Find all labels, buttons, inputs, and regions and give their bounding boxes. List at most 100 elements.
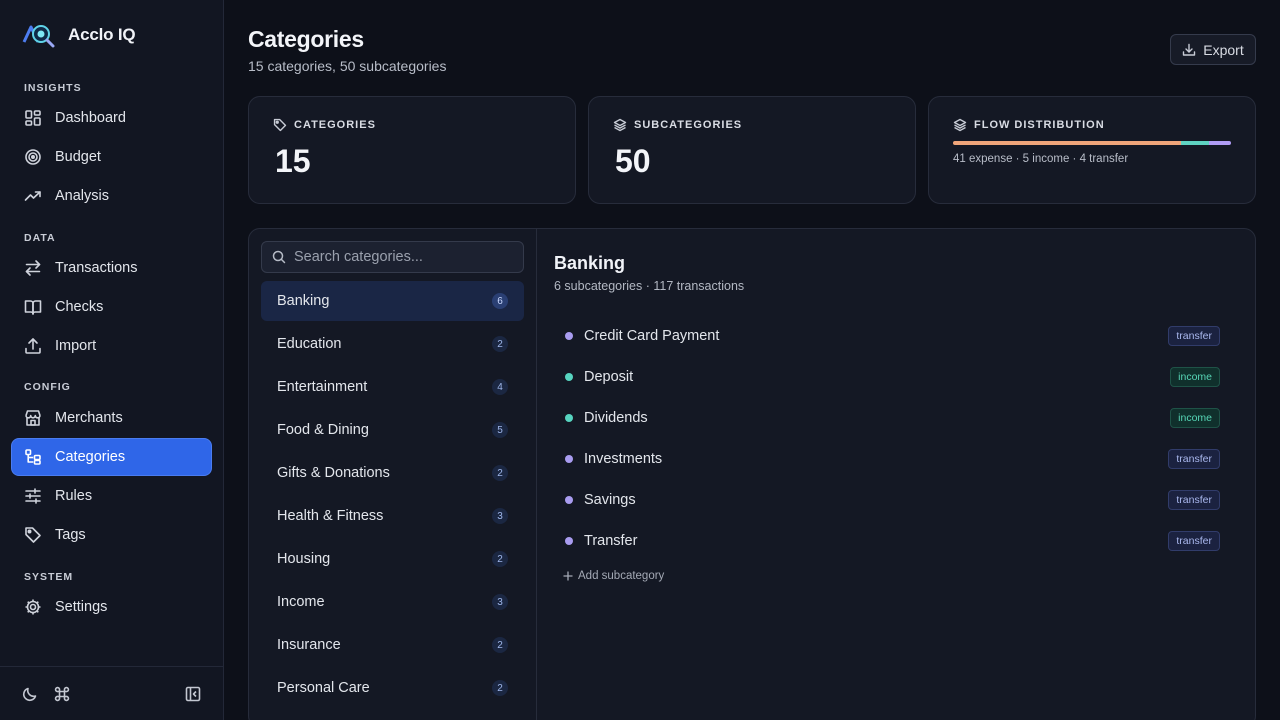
category-item-housing[interactable]: Housing 2 xyxy=(261,539,524,579)
layers-icon xyxy=(613,118,627,132)
sidebar-item-label: Dashboard xyxy=(55,110,126,126)
income-dot xyxy=(565,414,573,422)
plus-icon xyxy=(563,571,573,581)
stat-card-categories: CATEGORIES 15 xyxy=(248,96,576,204)
tag-icon xyxy=(24,526,42,544)
category-item-banking[interactable]: Banking 6 xyxy=(261,281,524,321)
flow-segment-expense xyxy=(953,141,1181,145)
sidebar-item-merchants[interactable]: Merchants xyxy=(12,400,211,436)
export-label: Export xyxy=(1203,41,1244,58)
sidebar-item-label: Merchants xyxy=(55,410,123,426)
category-name: Banking xyxy=(277,293,330,309)
category-count-badge: 2 xyxy=(492,551,508,567)
type-badge: transfer xyxy=(1168,531,1220,551)
sidebar-item-rules[interactable]: Rules xyxy=(12,478,211,514)
export-button[interactable]: Export xyxy=(1170,34,1256,65)
category-item-food-dining[interactable]: Food & Dining 5 xyxy=(261,410,524,450)
category-item-insurance[interactable]: Insurance 2 xyxy=(261,625,524,665)
category-count-badge: 2 xyxy=(492,336,508,352)
subcategory-row[interactable]: Deposit income xyxy=(565,362,1220,392)
category-count-badge: 2 xyxy=(492,680,508,696)
moon-icon[interactable] xyxy=(21,685,39,703)
category-name: Entertainment xyxy=(277,379,368,395)
sidebar: Acclo IQ INSIGHTS DATA CONFIG SYSTEM Das… xyxy=(0,0,224,720)
sidebar-item-dashboard[interactable]: Dashboard xyxy=(12,100,211,136)
category-list-column: Banking 6 Education 2 Entertainment 4 Fo… xyxy=(249,229,537,720)
category-count-badge: 6 xyxy=(492,293,508,309)
category-count-badge: 4 xyxy=(492,379,508,395)
category-count-badge: 3 xyxy=(492,594,508,610)
sidebar-item-label: Tags xyxy=(55,527,86,543)
category-name: Housing xyxy=(277,551,331,567)
section-label-config: CONFIG xyxy=(24,381,71,393)
stat-card-subcategories: SUBCATEGORIES 50 xyxy=(588,96,916,204)
category-item-health-fitness[interactable]: Health & Fitness 3 xyxy=(261,496,524,536)
type-badge: income xyxy=(1170,408,1220,428)
sidebar-item-label: Import xyxy=(55,338,97,354)
subcategory-row[interactable]: Transfer transfer xyxy=(565,526,1220,556)
subcategory-row[interactable]: Investments transfer xyxy=(565,444,1220,474)
stat-label: CATEGORIES xyxy=(294,119,376,131)
transfer-dot xyxy=(565,332,573,340)
stat-card-flow-distribution: FLOW DISTRIBUTION 41 expense · 5 income … xyxy=(928,96,1256,204)
sidebar-item-transactions[interactable]: Transactions xyxy=(12,250,211,286)
stat-label: SUBCATEGORIES xyxy=(634,119,743,131)
sidebar-item-import[interactable]: Import xyxy=(12,328,211,364)
arrows-swap-icon xyxy=(24,259,42,277)
detail-meta: 6 subcategories · 117 transactions xyxy=(554,279,745,293)
category-tree-icon xyxy=(24,448,42,466)
subcategory-row[interactable]: Credit Card Payment transfer xyxy=(565,321,1220,351)
category-name: Food & Dining xyxy=(277,422,369,438)
category-name: Income xyxy=(277,594,325,610)
app-logo-icon xyxy=(22,22,56,48)
sidebar-item-label: Settings xyxy=(55,599,108,615)
type-badge: transfer xyxy=(1168,326,1220,346)
transfer-dot xyxy=(565,455,573,463)
detail-title: Banking xyxy=(554,253,626,273)
category-item-gifts-donations[interactable]: Gifts & Donations 2 xyxy=(261,453,524,493)
sidebar-item-label: Transactions xyxy=(55,260,138,276)
transfer-dot xyxy=(565,537,573,545)
stat-value: 50 xyxy=(615,143,651,179)
book-open-icon xyxy=(24,298,42,316)
upload-icon xyxy=(24,337,42,355)
app-name: Acclo IQ xyxy=(68,25,136,44)
subcategory-name: Savings xyxy=(584,492,636,508)
sidebar-item-label: Budget xyxy=(55,149,101,165)
section-label-insights: INSIGHTS xyxy=(24,82,82,94)
target-icon xyxy=(24,148,42,166)
subcategory-row[interactable]: Savings transfer xyxy=(565,485,1220,515)
sidebar-item-tags[interactable]: Tags xyxy=(12,517,211,553)
sidebar-item-budget[interactable]: Budget xyxy=(12,139,211,175)
brand[interactable]: Acclo IQ xyxy=(22,22,136,48)
category-item-personal-care[interactable]: Personal Care 2 xyxy=(261,668,524,708)
subcategory-row[interactable]: Dividends income xyxy=(565,403,1220,433)
trending-up-icon xyxy=(24,187,42,205)
categories-panel: Banking 6 Education 2 Entertainment 4 Fo… xyxy=(248,228,1256,720)
sidebar-item-settings[interactable]: Settings xyxy=(12,589,211,625)
subcategory-name: Investments xyxy=(584,451,663,467)
command-icon[interactable] xyxy=(53,685,71,703)
category-item-education[interactable]: Education 2 xyxy=(261,324,524,364)
search-input[interactable] xyxy=(294,249,514,265)
section-label-system: SYSTEM xyxy=(24,571,74,583)
subcategory-name: Dividends xyxy=(584,410,648,426)
add-subcategory-label: Add subcategory xyxy=(578,570,665,582)
page-subtitle: 15 categories, 50 subcategories xyxy=(248,58,447,74)
search-box[interactable] xyxy=(261,241,524,273)
subcategory-name: Deposit xyxy=(584,369,634,385)
category-name: Health & Fitness xyxy=(277,508,384,524)
sidebar-item-analysis[interactable]: Analysis xyxy=(12,178,211,214)
add-subcategory-button[interactable]: Add subcategory xyxy=(563,570,664,582)
category-name: Gifts & Donations xyxy=(277,465,390,481)
category-name: Personal Care xyxy=(277,680,370,696)
sidebar-collapse-icon[interactable] xyxy=(184,685,202,703)
download-icon xyxy=(1182,43,1196,57)
flow-distribution-bar xyxy=(953,141,1231,145)
category-item-income[interactable]: Income 3 xyxy=(261,582,524,622)
category-name: Education xyxy=(277,336,342,352)
sidebar-item-checks[interactable]: Checks xyxy=(12,289,211,325)
category-item-entertainment[interactable]: Entertainment 4 xyxy=(261,367,524,407)
page-title: Categories xyxy=(248,26,364,52)
sidebar-item-categories[interactable]: Categories xyxy=(12,439,211,475)
